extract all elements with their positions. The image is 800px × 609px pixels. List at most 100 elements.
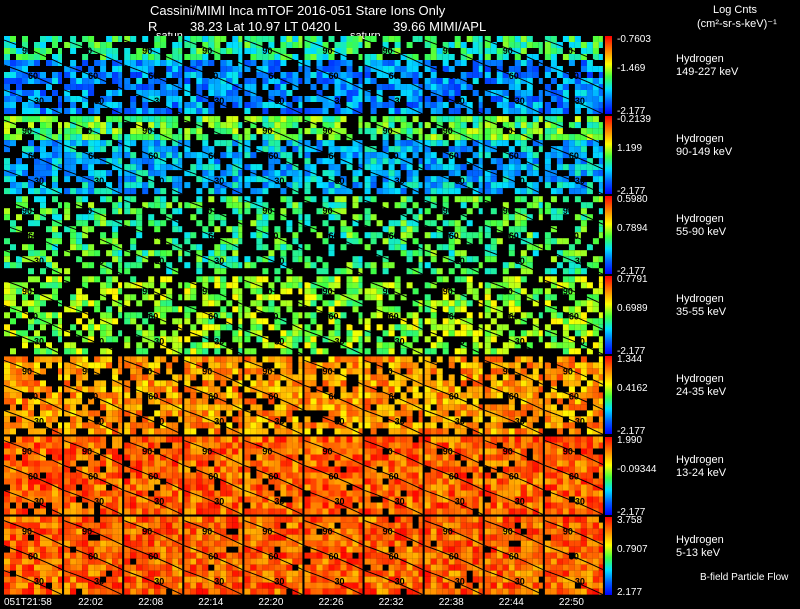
image-panel-r2-c4: 90 60 30 — [184, 116, 243, 195]
contour-label: 90 — [443, 286, 453, 296]
contour-label: 90 — [82, 527, 92, 537]
channel-label: Hydrogen 24-35 keV — [676, 373, 726, 399]
contour-label: 60 — [569, 552, 579, 562]
contour-label: 60 — [329, 71, 339, 81]
image-panel-r1-c2: 90 60 30 — [63, 36, 123, 115]
contour-label: 30 — [335, 577, 345, 587]
image-panel-r3-c6: 90 60 30 — [304, 196, 363, 275]
channel-energy-range: 35-55 keV — [676, 306, 727, 319]
contour-label: 90 — [383, 206, 393, 216]
image-panel-r4-c7: 90 60 30 — [364, 276, 423, 355]
channel-energy-range: 5-13 keV — [676, 546, 721, 559]
contour-label: 90 — [563, 286, 573, 296]
image-panel-r5-c1: 90 60 30 — [3, 356, 63, 435]
image-panel-r6-c3: 90 60 30 — [124, 436, 183, 515]
colorbar — [605, 276, 612, 355]
contour-label: 60 — [449, 391, 459, 401]
contour-label: 30 — [515, 256, 525, 266]
header-position: 38.23 Lat 10.97 LT 0420 L — [190, 19, 342, 34]
image-panel-r3-c7: 90 60 30 — [364, 196, 423, 275]
contour-label: 30 — [214, 336, 224, 346]
footer-note: B-field Particle Flow — [700, 572, 789, 583]
contour-label: 90 — [323, 46, 333, 56]
contour-label: 60 — [88, 391, 98, 401]
channel-species: Hydrogen — [676, 53, 724, 65]
colorbar — [605, 516, 612, 595]
image-panel-r7-c10: 90 60 30 — [544, 516, 604, 596]
contour-label: 60 — [509, 472, 519, 482]
contour-label: 30 — [575, 416, 585, 426]
image-panel-r5-c9: 90 60 30 — [484, 356, 544, 435]
image-panel-r5-c2: 90 60 30 — [63, 356, 123, 435]
image-panel-r2-c5: 90 60 30 — [244, 116, 303, 195]
contour-label: 90 — [383, 447, 393, 457]
contour-label: 90 — [443, 206, 453, 216]
contour-label: 90 — [22, 527, 32, 537]
image-panel-r6-c7: 90 60 30 — [364, 436, 423, 515]
image-panel-r3-c4: 90 60 30 — [184, 196, 243, 275]
contour-label: 30 — [575, 336, 585, 346]
contour-label: 30 — [94, 416, 104, 426]
contour-label: 60 — [148, 472, 158, 482]
contour-label: 60 — [28, 231, 38, 241]
colorbar — [605, 116, 612, 195]
contour-label: 30 — [154, 336, 164, 346]
colorbar — [605, 356, 612, 435]
contour-label: 90 — [22, 366, 32, 376]
contour-label: 30 — [335, 336, 345, 346]
contour-label: 90 — [202, 286, 212, 296]
channel-energy-range: 149-227 keV — [676, 66, 739, 78]
contour-label: 30 — [34, 176, 44, 186]
image-panel-r7-c2: 90 60 30 — [63, 516, 123, 596]
channel-energy-range: 13-24 keV — [676, 466, 727, 479]
contour-label: 30 — [274, 96, 284, 106]
contour-label: 60 — [329, 391, 339, 401]
colorbar-min-label: -2.177 — [617, 106, 646, 117]
image-panel-r7-c7: 90 60 30 — [364, 516, 423, 596]
time-tick-label: 22:38 — [438, 597, 464, 608]
contour-label: 90 — [443, 527, 453, 537]
contour-label: 90 — [443, 366, 453, 376]
contour-label: 60 — [208, 472, 218, 482]
contour-label: 30 — [274, 496, 284, 506]
contour-label: 30 — [455, 96, 465, 106]
contour-label: 90 — [142, 447, 152, 457]
image-panel-r2-c10: 90 60 30 — [544, 116, 604, 195]
image-panel-r3-c3: 90 60 30 — [124, 196, 183, 275]
image-panel-r7-c3: 90 60 30 — [124, 516, 183, 596]
contour-label: 90 — [383, 527, 393, 537]
contour-label: 60 — [28, 552, 38, 562]
image-panel-r6-c1: 90 60 30 — [3, 436, 63, 515]
colorbar-mid-label: -1.469 — [617, 63, 646, 74]
contour-label: 60 — [509, 311, 519, 321]
contour-label: 60 — [449, 472, 459, 482]
contour-label: 90 — [443, 447, 453, 457]
contour-label: 60 — [329, 472, 339, 482]
contour-label: 60 — [268, 391, 278, 401]
colorbar-min-label: -2.177 — [617, 266, 646, 278]
channel-label: Hydrogen 55-90 keV — [676, 213, 726, 239]
contour-label: 60 — [449, 552, 459, 562]
image-panel-r4-c6: 90 60 30 — [304, 276, 363, 355]
channel-label: Hydrogen 35-55 keV — [676, 293, 726, 319]
image-panel-r5-c8: 90 60 30 — [424, 356, 483, 435]
contour-label: 90 — [82, 46, 92, 56]
units-title: Log Cnts — [713, 4, 758, 16]
contour-label: 60 — [88, 472, 98, 482]
contour-label: 90 — [383, 126, 393, 136]
contour-label: 90 — [443, 46, 453, 56]
contour-label: 30 — [575, 256, 585, 266]
image-panel-r3-c5: 90 60 30 — [244, 196, 303, 275]
image-panel-r5-c10: 90 60 30 — [544, 356, 604, 435]
time-tick-label: 22:20 — [258, 597, 284, 608]
image-panel-r3-c9: 90 60 30 — [484, 196, 544, 275]
contour-label: 30 — [395, 96, 405, 106]
contour-label: 90 — [443, 126, 453, 136]
contour-label: 30 — [455, 577, 465, 587]
time-tick-label: 22:26 — [318, 597, 344, 608]
contour-label: 30 — [154, 496, 164, 506]
channel-energy-range: 24-35 keV — [676, 386, 727, 399]
time-tick-label: 22:32 — [378, 597, 404, 608]
contour-label: 60 — [28, 472, 38, 482]
image-panel-r3-c8: 90 60 30 — [424, 196, 483, 275]
